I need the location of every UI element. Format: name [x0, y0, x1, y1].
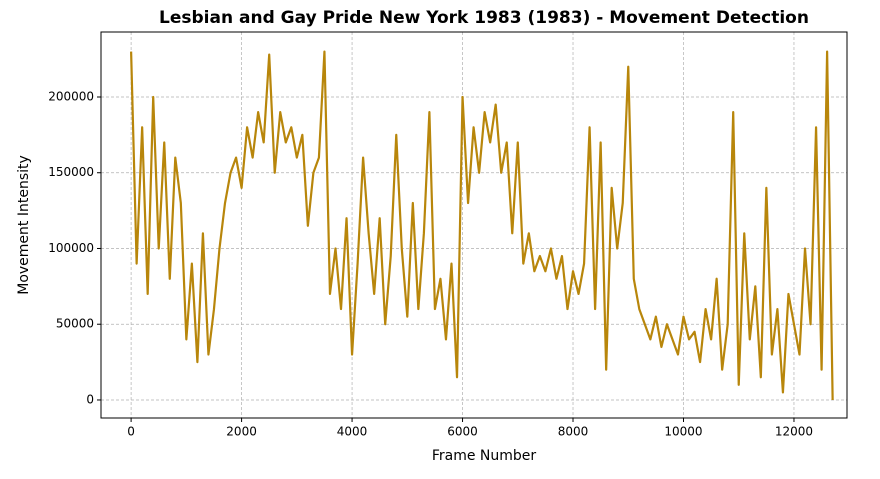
y-tick-label: 150000: [48, 165, 94, 179]
y-tick-label: 100000: [48, 241, 94, 255]
y-axis-label: Movement Intensity: [16, 155, 32, 295]
x-tick-label: 12000: [775, 425, 813, 439]
x-tick-label: 6000: [447, 425, 478, 439]
plot-frame: [100, 31, 848, 419]
x-tick-label: 4000: [337, 425, 368, 439]
x-tick-label: 8000: [558, 425, 589, 439]
data-line: [130, 50, 834, 400]
chart-title: Lesbian and Gay Pride New York 1983 (198…: [159, 8, 809, 28]
x-tick-label: 10000: [664, 425, 702, 439]
y-tick-label: 0: [86, 392, 94, 406]
x-tick-label: 2000: [226, 425, 257, 439]
y-tick-label: 50000: [56, 317, 94, 331]
x-tick-label: 0: [127, 425, 135, 439]
y-tick-label: 200000: [48, 89, 94, 103]
x-axis-label: Frame Number: [432, 448, 537, 464]
